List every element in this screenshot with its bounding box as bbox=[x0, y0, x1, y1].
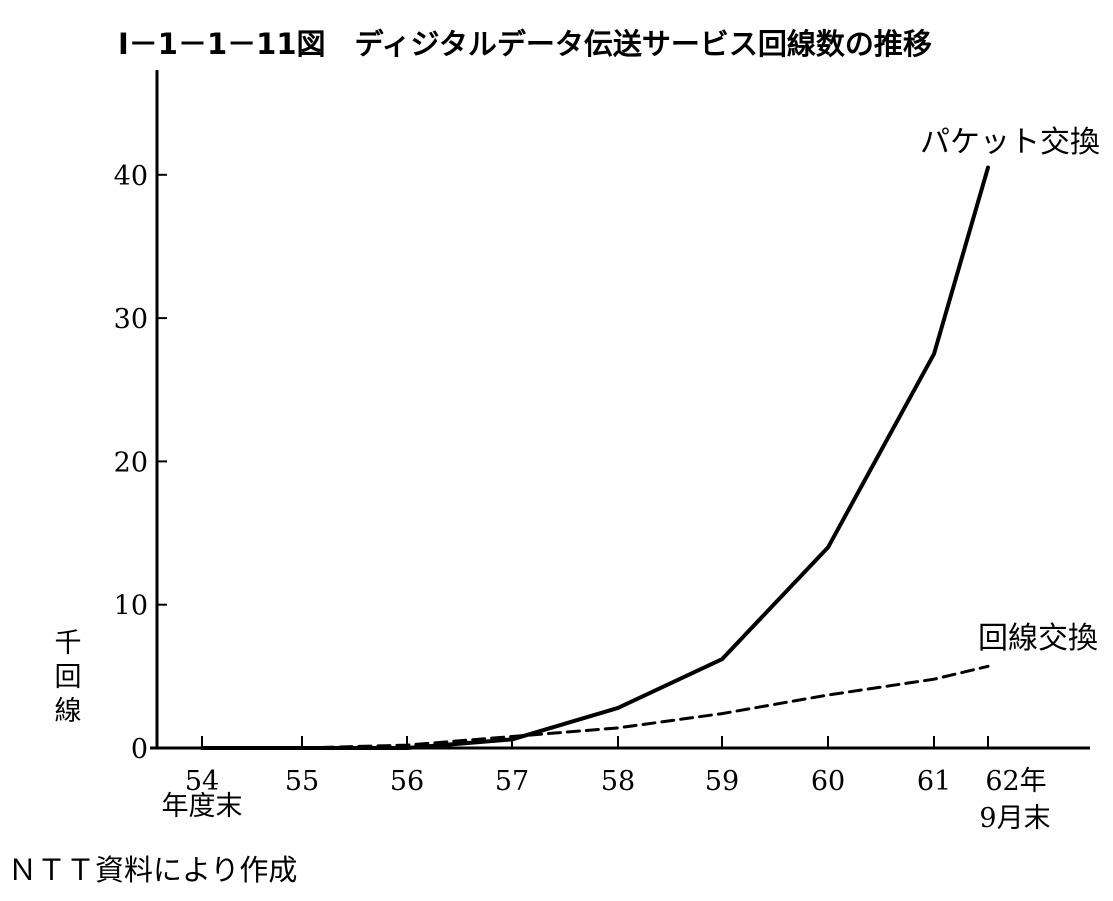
series-label-circuit: 回線交換 bbox=[978, 621, 1098, 656]
source-note: ＮＴＴ資料により作成 bbox=[8, 853, 297, 887]
x-axis-ticks: 54 55 56 57 58 59 60 61 62年 bbox=[185, 736, 1047, 797]
x-tick-label: 58 bbox=[601, 766, 635, 797]
x-tick-label: 57 bbox=[495, 766, 529, 797]
y-tick-label: 30 bbox=[114, 304, 148, 335]
y-unit-char: 線 bbox=[55, 696, 82, 727]
chart-title: Ⅰ－1－1－11図 ディジタルデータ伝送サービス回線数の推移 bbox=[118, 27, 932, 61]
y-axis-ticks: 0 10 20 30 40 bbox=[114, 161, 167, 765]
y-unit-char: 回 bbox=[55, 662, 82, 693]
axes bbox=[150, 70, 1090, 750]
x-tick-label: 61 bbox=[917, 766, 951, 797]
series-label-packet: パケット交換 bbox=[920, 125, 1100, 160]
x-tick-label: 62年 bbox=[985, 766, 1046, 797]
y-tick-label: 0 bbox=[131, 734, 148, 765]
series-line-circuit bbox=[300, 664, 990, 750]
x-tick-label: 56 bbox=[390, 766, 424, 797]
y-axis-unit-label: 千回線 bbox=[55, 628, 82, 727]
x-tick-label: 54 bbox=[185, 766, 219, 797]
x-first-sub-label: 年度末 bbox=[162, 791, 243, 822]
y-tick-label: 10 bbox=[114, 591, 148, 622]
x-tick-label: 59 bbox=[705, 766, 739, 797]
y-tick-label: 40 bbox=[114, 161, 148, 192]
y-tick-label: 20 bbox=[114, 447, 148, 478]
series-line-packet bbox=[200, 165, 990, 750]
x-tick-label: 55 bbox=[285, 766, 319, 797]
x-last-sub-label: 9月末 bbox=[979, 803, 1050, 834]
y-unit-char: 千 bbox=[55, 628, 82, 659]
x-tick-label: 60 bbox=[811, 766, 845, 797]
series-lines bbox=[200, 165, 990, 750]
